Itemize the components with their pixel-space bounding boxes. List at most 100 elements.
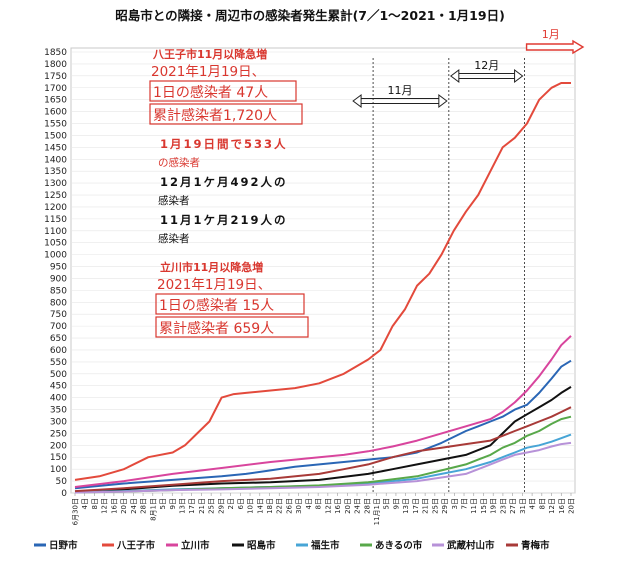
x-tick-label: 20日 — [344, 498, 352, 514]
ann-monthly-line5: 11月1ケ月219人の — [160, 213, 288, 227]
ann-monthly-line6: 感染者 — [158, 232, 190, 245]
ann-tachikawa-line2: 2021年1月19日、 — [157, 277, 271, 293]
x-tick-label: 29日 — [217, 498, 225, 514]
x-tick-label: 27日 — [509, 498, 517, 514]
ann-monthly-line4: 感染者 — [158, 194, 190, 207]
x-tick-label: 5日 — [383, 498, 391, 509]
x-tick-label: 8日 — [91, 498, 99, 509]
series-line-3 — [74, 386, 572, 493]
series-line-0 — [74, 359, 572, 490]
period-label-2: 1月 — [542, 28, 560, 41]
y-tick-label: 1250 — [44, 191, 67, 201]
ann-hachioji-line1: 八王子市11月以降急増 — [152, 47, 267, 61]
month-divider-lines — [372, 58, 525, 493]
period-label-1: 12月 — [474, 59, 499, 72]
x-tick-label: 25日 — [431, 498, 439, 514]
y-tick-label: 800 — [50, 298, 67, 308]
y-tick-label: 1550 — [44, 120, 67, 130]
y-tick-label: 1850 — [44, 48, 67, 58]
ann-tachikawa-box2-frame — [155, 316, 309, 338]
legend-label-6: 武蔵村山市 — [447, 540, 495, 552]
plot-frame — [70, 47, 576, 494]
x-tick-label: 28日 — [363, 498, 371, 514]
x-tick-label: 5日 — [159, 498, 167, 509]
x-tick-label: 2日 — [227, 498, 235, 509]
ann-hachioji-box2: 累計感染者1,720人 — [153, 107, 277, 124]
ann-monthly-line2: の感染者 — [158, 156, 200, 169]
legend-label-0: 日野市 — [49, 540, 78, 552]
period-arrow-right-head-0 — [438, 94, 448, 108]
x-tick-label: 20日 — [568, 498, 576, 514]
x-tick-label: 4日 — [529, 498, 537, 509]
x-tick-label: 20日 — [120, 498, 128, 514]
x-tick-label: 31日 — [519, 498, 527, 514]
gridlines — [71, 51, 575, 494]
x-tick-label: 30日 — [295, 498, 303, 514]
x-tick-label: 8日 — [315, 498, 323, 509]
ann-tachikawa-line1: 立川市11月以降急増 — [160, 260, 263, 274]
period-arrow-left-head-0 — [352, 94, 362, 108]
y-tick-label: 550 — [50, 358, 67, 368]
x-tick-label: 25日 — [208, 498, 216, 514]
y-tick-label: 900 — [50, 274, 67, 284]
x-tick-label: 17日 — [188, 498, 196, 514]
legend-label-3: 昭島市 — [247, 540, 276, 552]
x-tick-label: 9日 — [169, 498, 177, 509]
series-line-1 — [74, 82, 571, 481]
y-tick-label: 200 — [50, 441, 67, 451]
y-tick-label: 1400 — [44, 155, 67, 165]
x-tick-label: 12日 — [101, 498, 109, 514]
x-tick-label: 21日 — [422, 498, 430, 514]
y-tick-label: 1600 — [44, 108, 67, 118]
y-tick-label: 1350 — [44, 167, 67, 177]
period-arrows: 11月 12月 1月 — [352, 28, 585, 108]
y-tick-label: 50 — [56, 477, 68, 487]
y-tick-label: 1000 — [44, 251, 67, 261]
series-line-7 — [74, 406, 572, 493]
y-tick-label: 650 — [50, 334, 67, 344]
y-tick-label: 1450 — [44, 143, 67, 153]
legend-label-2: 立川市 — [181, 540, 210, 552]
x-tick-label: 3日 — [451, 498, 459, 509]
y-tick-label: 950 — [50, 263, 67, 273]
legend-label-4: 福生市 — [310, 540, 340, 552]
ann-monthly-line1: 1月19日間で533人 — [160, 137, 288, 151]
y-tick-label: 1500 — [44, 131, 67, 141]
y-tick-label: 0 — [61, 489, 67, 499]
x-tick-label: 4日 — [305, 498, 313, 509]
legend-label-5: あきるの市 — [375, 540, 423, 552]
period-arrow-right-head-1 — [514, 69, 524, 83]
y-tick-label: 600 — [50, 346, 67, 356]
x-tick-label: 16日 — [334, 498, 342, 514]
y-tick-label: 400 — [50, 394, 67, 404]
x-tick-label: 19日 — [490, 498, 498, 514]
x-tick-label: 8日 — [538, 498, 546, 509]
period-arrow-2 — [525, 39, 585, 55]
x-tick-label: 13日 — [402, 498, 410, 514]
x-tick-label: 15日 — [480, 498, 488, 514]
x-tick-label: 21日 — [198, 498, 206, 514]
y-tick-label: 350 — [50, 406, 67, 416]
x-tick-label: 29日 — [441, 498, 449, 514]
x-tick-label: 16日 — [110, 498, 118, 514]
x-tick-label: 8月1日 — [149, 498, 157, 521]
x-tick-label: 7日 — [461, 498, 469, 509]
y-tick-label: 700 — [50, 322, 67, 332]
x-tick-label: 11月1日 — [373, 498, 381, 525]
y-tick-label: 1200 — [44, 203, 67, 213]
x-tick-label: 13日 — [178, 498, 186, 514]
chart-title: 昭島市との隣接・周辺市の感染者発生累計(7／1～2021・1月19日) — [115, 8, 505, 23]
ann-tachikawa-box1-frame — [155, 293, 305, 315]
x-tick-label: 9日 — [392, 498, 400, 509]
x-tick-label: 6日 — [237, 498, 245, 509]
y-tick-label: 500 — [50, 370, 67, 380]
ann-hachioji-box1-frame — [149, 80, 297, 102]
y-tick-label: 1700 — [44, 84, 67, 94]
ann-hachioji-box2-frame — [149, 103, 303, 125]
x-tick-label: 22日 — [276, 498, 284, 514]
ann-hachioji-box1: 1日の感染者 47人 — [153, 84, 268, 101]
series-lines — [74, 82, 572, 494]
x-tick-label: 12日 — [548, 498, 556, 514]
x-tick-label: 18日 — [266, 498, 274, 514]
